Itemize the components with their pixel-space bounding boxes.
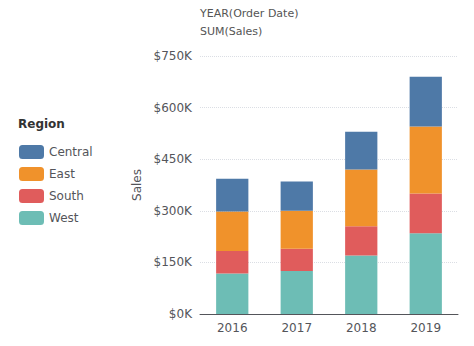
svg-text:Sales: Sales xyxy=(130,169,144,201)
svg-text:2017: 2017 xyxy=(281,321,312,335)
svg-text:$450K: $450K xyxy=(154,152,194,166)
svg-text:East: East xyxy=(49,167,75,181)
svg-text:$150K: $150K xyxy=(154,255,194,269)
svg-text:2016: 2016 xyxy=(217,321,248,335)
svg-text:$0K: $0K xyxy=(169,307,193,321)
svg-text:2019: 2019 xyxy=(410,321,441,335)
svg-text:$750K: $750K xyxy=(154,49,194,63)
svg-text:SUM(Sales): SUM(Sales) xyxy=(200,25,262,38)
svg-text:Central: Central xyxy=(49,145,93,159)
svg-text:West: West xyxy=(49,211,79,225)
svg-text:$600K: $600K xyxy=(154,101,194,115)
svg-text:YEAR(Order Date): YEAR(Order Date) xyxy=(199,7,298,20)
svg-text:$300K: $300K xyxy=(154,204,194,218)
svg-text:2018: 2018 xyxy=(346,321,377,335)
svg-text:South: South xyxy=(49,189,84,203)
svg-text:Region: Region xyxy=(18,117,65,131)
